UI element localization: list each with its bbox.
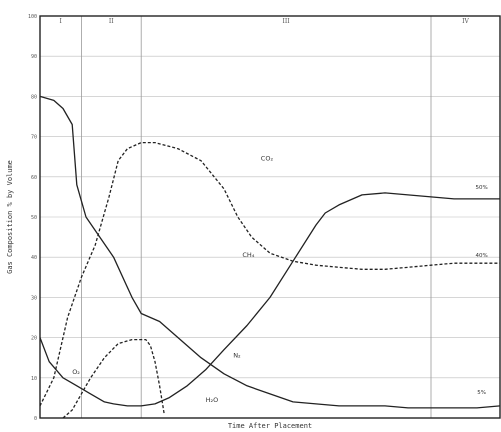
y-tick-label: 20 — [31, 336, 37, 342]
series-label-h2o: H₂O — [206, 396, 219, 404]
y-tick-label: 60 — [31, 175, 37, 181]
series-label-ch4: CH₄ — [242, 251, 254, 259]
y-tick-label: 40 — [31, 255, 37, 261]
series-line-o2 — [39, 192, 500, 407]
phase-dividers: I II III IV — [60, 16, 470, 418]
phase-label: I — [60, 18, 63, 25]
y-tick-label: 30 — [31, 295, 37, 301]
series-label-n2: N₂ — [233, 352, 241, 360]
y-tick-label: 10 — [31, 376, 37, 382]
y-tick-label: 50 — [31, 215, 37, 221]
x-axis-label: Time After Placement — [228, 422, 312, 430]
phase-label: III — [283, 18, 291, 25]
y-tick-label: 70 — [31, 135, 37, 141]
phase-label: II — [109, 18, 114, 25]
y-tick-label: 0 — [34, 416, 37, 422]
series-label-co2: CO₂ — [261, 155, 274, 163]
end-label: 40% — [475, 253, 487, 259]
series-lines — [39, 95, 501, 419]
plot-frame — [39, 15, 501, 419]
series-label-o2: O₂ — [72, 368, 80, 376]
end-label: 5% — [477, 390, 486, 396]
y-axis-ticks: 0 10 20 30 40 50 60 70 80 90 100 — [28, 14, 37, 422]
series-line-h2o — [62, 338, 165, 419]
y-tick-label: 80 — [31, 94, 37, 100]
y-tick-label: 100 — [28, 14, 37, 20]
y-axis-label: Gas Composition % by Volume — [6, 160, 14, 274]
series-line-n2 — [39, 95, 501, 409]
series-labels: N₂ O₂ CO₂ H₂O CH₄ 50% 40% 5% — [72, 155, 488, 404]
end-label: 50% — [475, 185, 487, 191]
phase-label: IV — [462, 18, 469, 25]
y-tick-label: 90 — [31, 54, 37, 60]
